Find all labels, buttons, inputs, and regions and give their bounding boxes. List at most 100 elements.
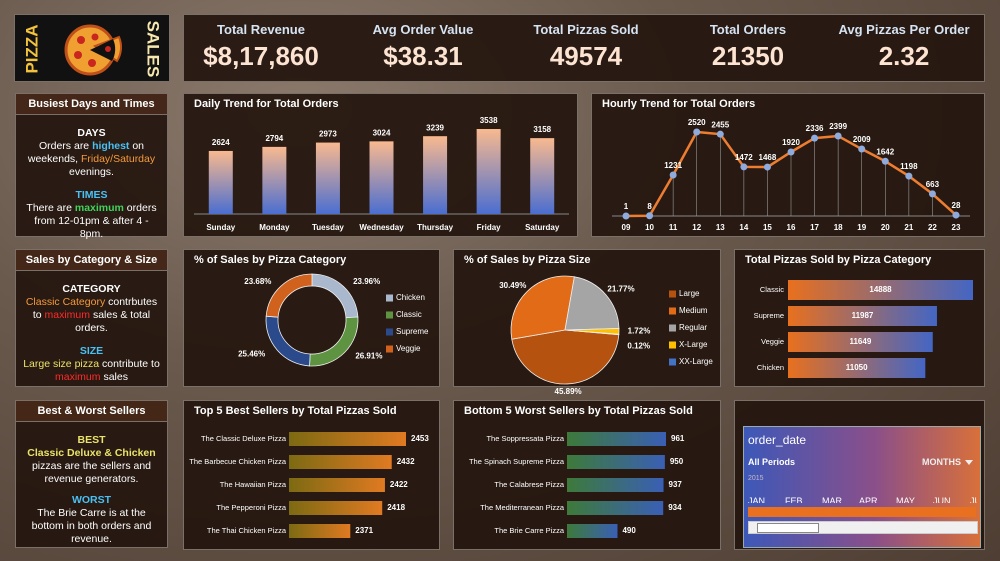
y-tick-label: The Barbecue Chicken Pizza — [189, 457, 287, 466]
value-label: 934 — [668, 503, 682, 512]
value-label: 3024 — [373, 128, 391, 137]
value-label: 2973 — [319, 130, 337, 139]
note-panel: Sales by Category & Size CATEGORY Classi… — [15, 249, 168, 387]
value-label: 23.68% — [244, 277, 271, 286]
note-text: pizzas are the sellers and revenue gener… — [31, 460, 152, 485]
value-label: 1468 — [759, 153, 777, 162]
bar — [208, 150, 233, 214]
legend-label: Regular — [679, 323, 707, 332]
bar — [788, 332, 933, 352]
marker — [834, 132, 842, 140]
chart-title: Total Pizzas Sold by Pizza Category — [745, 254, 932, 266]
logo: PIZZA SALES — [14, 14, 170, 82]
legend-swatch — [669, 341, 676, 349]
y-tick-label: The Pepperoni Pizza — [216, 503, 286, 512]
note-text: orders from 12-01pm & after 4 - 8pm. — [34, 202, 157, 240]
legend-label: XX-Large — [679, 357, 713, 366]
kpi: Total Revenue $8,17,860 — [181, 22, 341, 72]
chart-title: % of Sales by Pizza Size — [464, 254, 591, 266]
legend-swatch — [669, 290, 676, 298]
slice — [265, 273, 313, 318]
kpi-label: Avg Order Value — [372, 22, 474, 37]
slicer-month[interactable]: JUN — [933, 496, 951, 503]
chart-panel: % of Sales by Pizza Size 45.89% Large 30.49… — [453, 249, 721, 396]
month-row: JAN FEB MAR APR MAY JUN JU — [748, 491, 978, 503]
kpi: Total Orders 21350 — [668, 22, 828, 72]
legend-label: Supreme — [396, 327, 429, 336]
legend-label: Veggie — [396, 344, 421, 353]
y-tick-label: The Brie Carre Pizza — [494, 526, 564, 535]
chart: 09 1 10 8 11 1231 12 2520 13 2455 14 1472 15 1468 16 19… — [612, 118, 970, 232]
y-tick-label: The Calabrese Pizza — [494, 480, 564, 489]
kpi-label: Total Orders — [709, 22, 787, 37]
kpi-label: Total Revenue — [217, 22, 305, 37]
dropdown-arrow[interactable] — [965, 460, 973, 466]
marker — [622, 212, 630, 220]
legend-label: Medium — [679, 306, 708, 315]
value-label: 26.91% — [355, 352, 382, 361]
slicer-level[interactable]: MONTHS — [922, 457, 961, 467]
kpi: Avg Pizzas Per Order 2.32 — [824, 22, 984, 72]
chart: Classic 14888 Supreme 11987 Veggie 11649 Chick… — [754, 280, 973, 378]
note-text: There are — [26, 202, 75, 214]
slicer-month[interactable]: MAY — [896, 496, 915, 503]
value-label: 2453 — [411, 434, 429, 443]
slicer-month[interactable]: MAR — [822, 496, 842, 503]
value-label: 11050 — [846, 363, 868, 372]
scroll-thumb[interactable] — [757, 523, 819, 533]
x-tick-label: 20 — [881, 223, 890, 232]
note-title: Sales by Category & Size — [16, 250, 167, 271]
x-tick-label: 19 — [857, 223, 866, 232]
x-tick-label: Sunday — [206, 223, 235, 232]
value-label: 2432 — [397, 457, 415, 466]
note-text: The Brie Carre is at the bottom in both … — [31, 507, 152, 545]
marker — [669, 171, 677, 179]
value-label: 2624 — [212, 138, 230, 147]
legend-label: X-Large — [679, 340, 708, 349]
note-text: contribute to — [99, 358, 160, 370]
chart-panel: % of Sales by Pizza Category 23.96% Chicke… — [183, 249, 440, 387]
logo-art: PIZZA SALES — [22, 21, 162, 78]
value-label: 2418 — [387, 503, 405, 512]
note-title: Best & Worst Sellers — [16, 401, 167, 422]
bar — [369, 141, 394, 214]
slice — [309, 316, 359, 367]
legend-swatch — [386, 345, 393, 353]
value-label: 14888 — [869, 285, 892, 294]
timeline-slicer[interactable]: order_date All Periods MONTHS 2015 JAN FE… — [743, 426, 981, 548]
x-tick-label: 16 — [787, 223, 796, 232]
note-text: Friday/Saturday — [81, 153, 156, 165]
chart-panel: Top 5 Best Sellers by Total Pizzas Sold T… — [183, 400, 440, 550]
x-tick-label: 09 — [622, 223, 631, 232]
legend-swatch — [669, 358, 676, 366]
y-tick-label: The Mediterranean Pizza — [480, 503, 565, 512]
slicer-month[interactable]: JAN — [748, 496, 766, 503]
x-tick-label: 11 — [669, 223, 678, 232]
bar — [567, 524, 618, 538]
bar — [567, 432, 666, 446]
bar — [289, 455, 392, 469]
value-label: 2520 — [688, 118, 706, 127]
legend-label: Large — [679, 289, 700, 298]
period-bar[interactable] — [748, 507, 976, 517]
scrollbar[interactable] — [748, 521, 978, 534]
value-label: 937 — [669, 480, 683, 489]
bar — [476, 129, 501, 214]
bar — [567, 501, 664, 515]
slicer-month[interactable]: JU — [970, 496, 978, 503]
kpi: Avg Order Value $38.31 — [343, 22, 503, 72]
note-text: sales — [100, 371, 128, 383]
x-tick-label: 13 — [716, 223, 725, 232]
bar — [530, 138, 555, 214]
value-label: 2336 — [806, 124, 824, 133]
note-text: maximum — [44, 309, 91, 321]
note-text: sales & total orders. — [75, 309, 151, 334]
value-label: 25.46% — [238, 349, 265, 358]
y-tick-label: Classic — [760, 285, 784, 294]
x-tick-label: Saturday — [525, 223, 560, 232]
value-label: 3239 — [426, 123, 444, 132]
slice — [510, 275, 575, 340]
slicer-month[interactable]: FEB — [785, 496, 803, 503]
marker — [740, 163, 748, 171]
slicer-month[interactable]: APR — [859, 496, 878, 503]
